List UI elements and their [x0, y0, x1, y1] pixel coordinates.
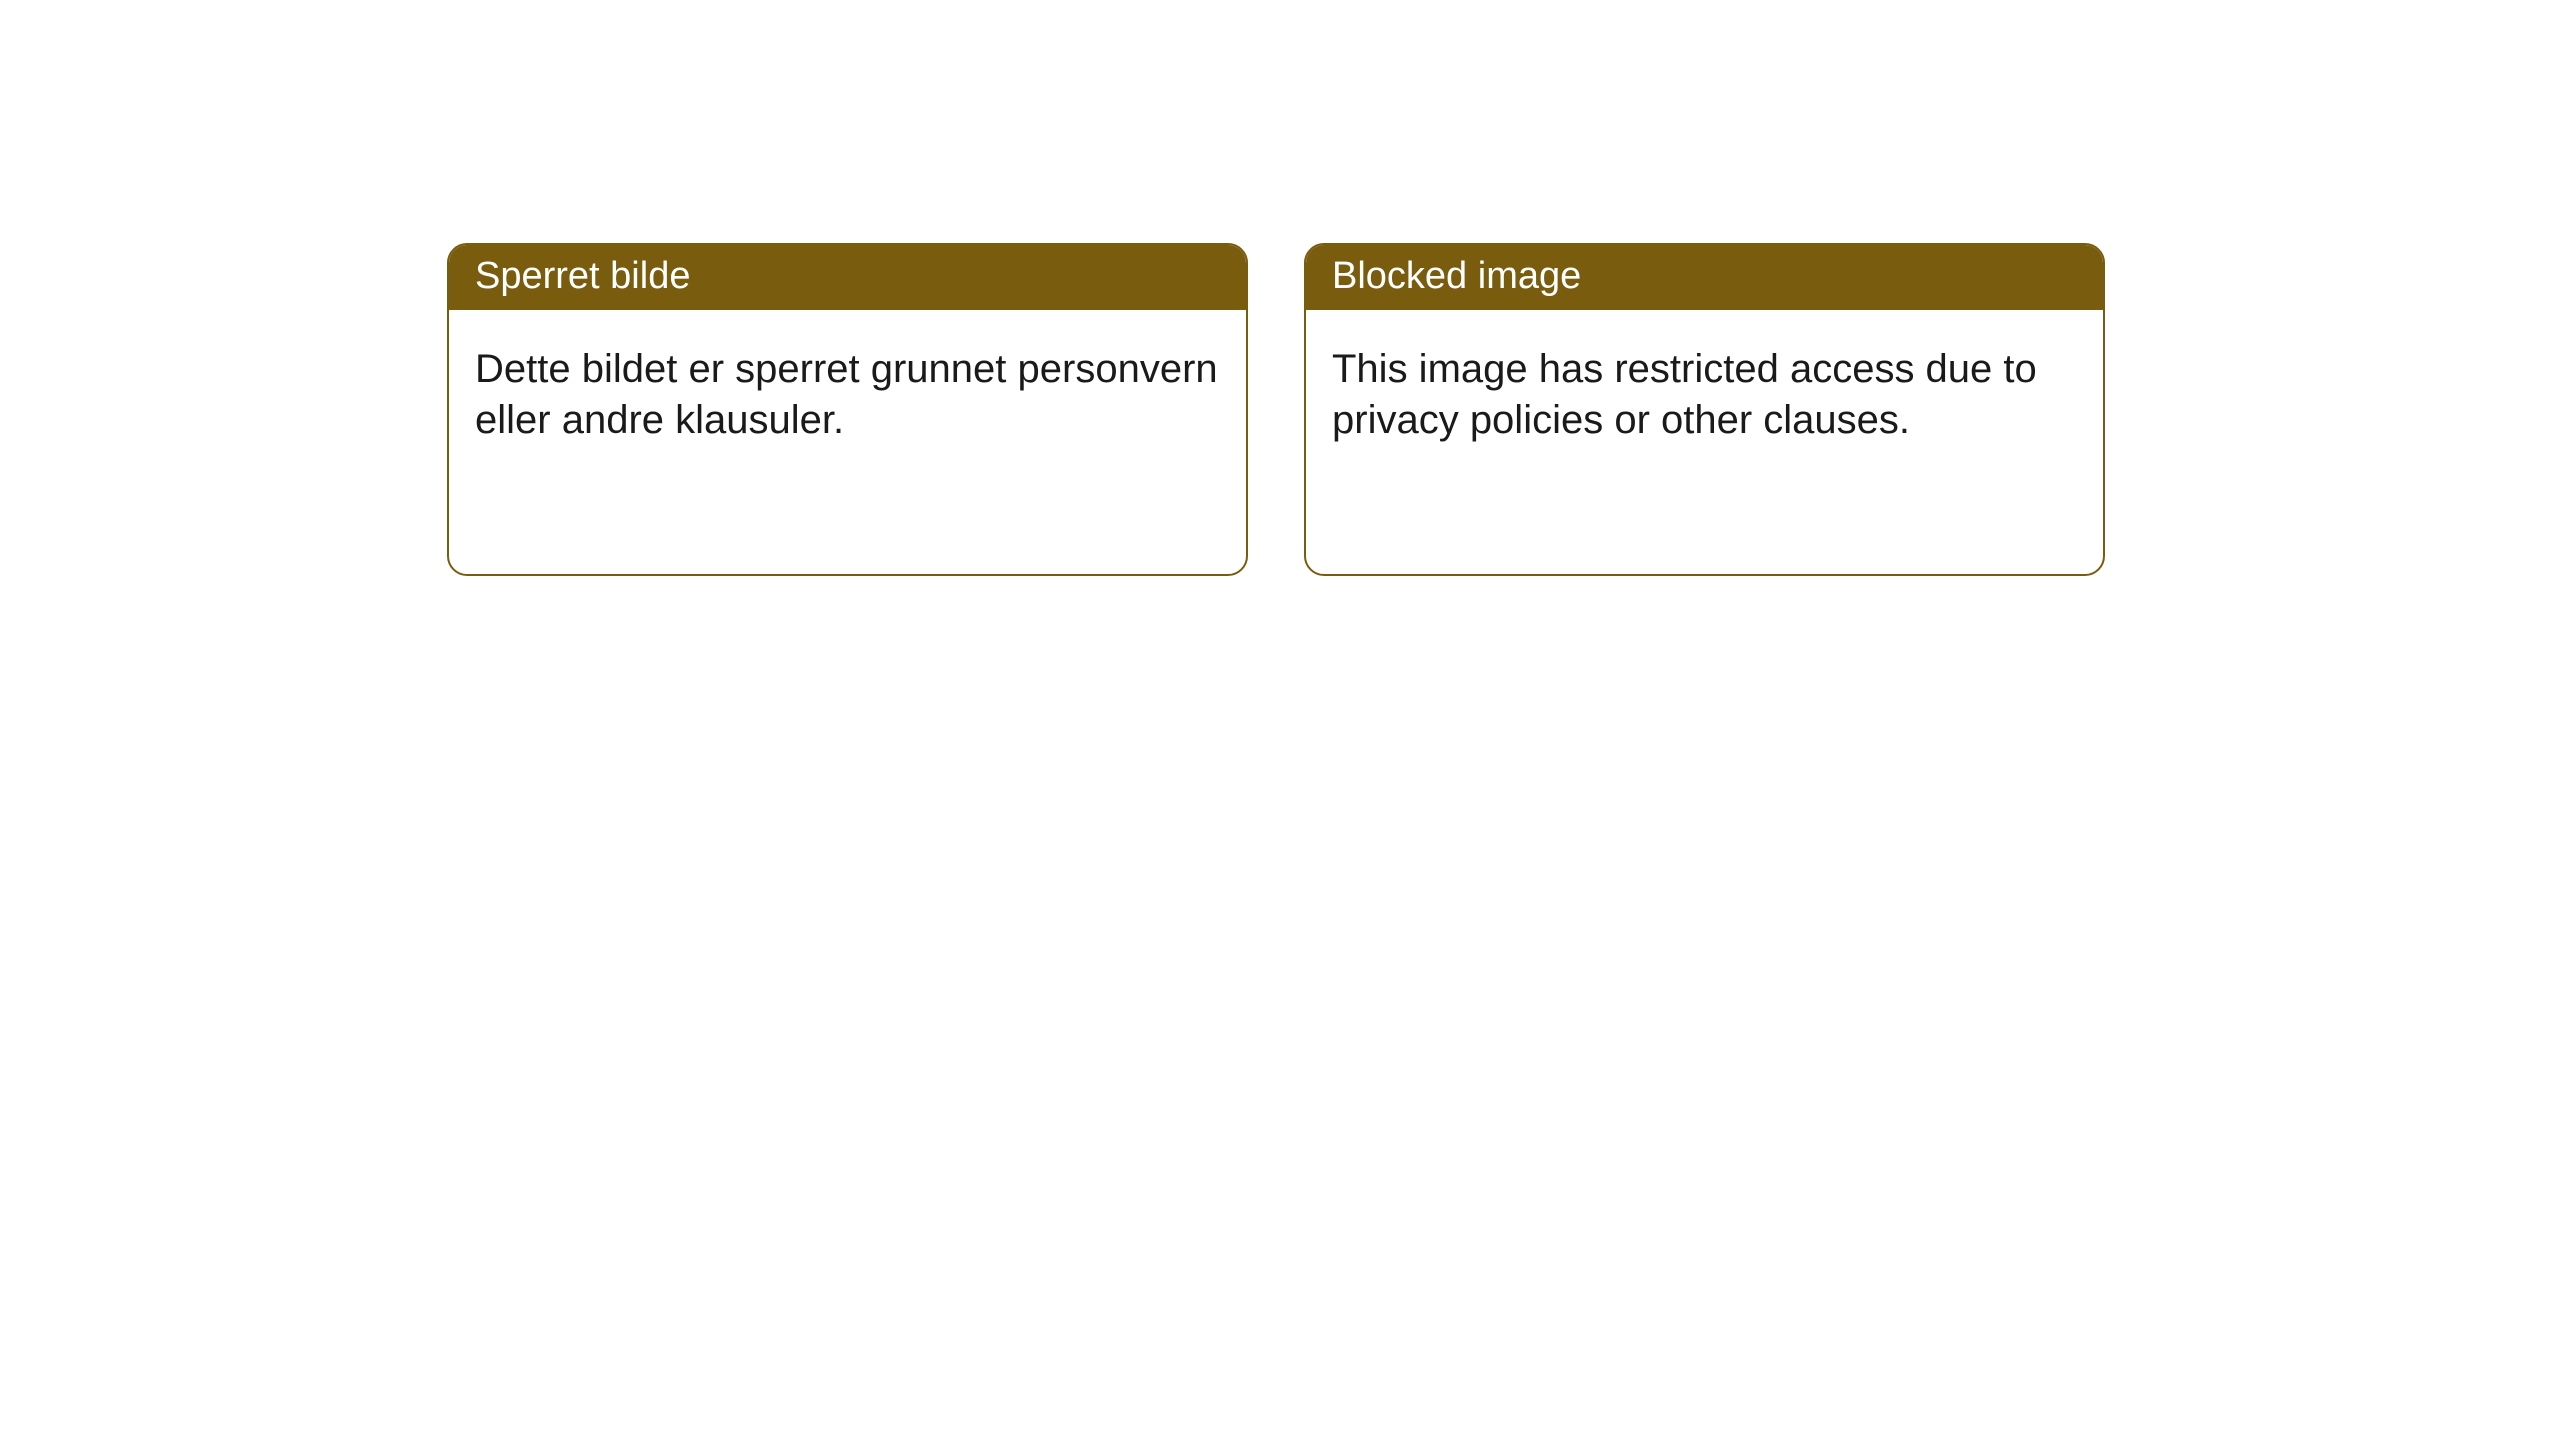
notice-card-english: Blocked image This image has restricted …	[1304, 243, 2105, 576]
notice-card-norwegian: Sperret bilde Dette bildet er sperret gr…	[447, 243, 1248, 576]
notice-header: Sperret bilde	[449, 245, 1246, 310]
notice-header: Blocked image	[1306, 245, 2103, 310]
notice-container: Sperret bilde Dette bildet er sperret gr…	[0, 0, 2560, 576]
notice-body: Dette bildet er sperret grunnet personve…	[449, 310, 1246, 472]
notice-body: This image has restricted access due to …	[1306, 310, 2103, 472]
